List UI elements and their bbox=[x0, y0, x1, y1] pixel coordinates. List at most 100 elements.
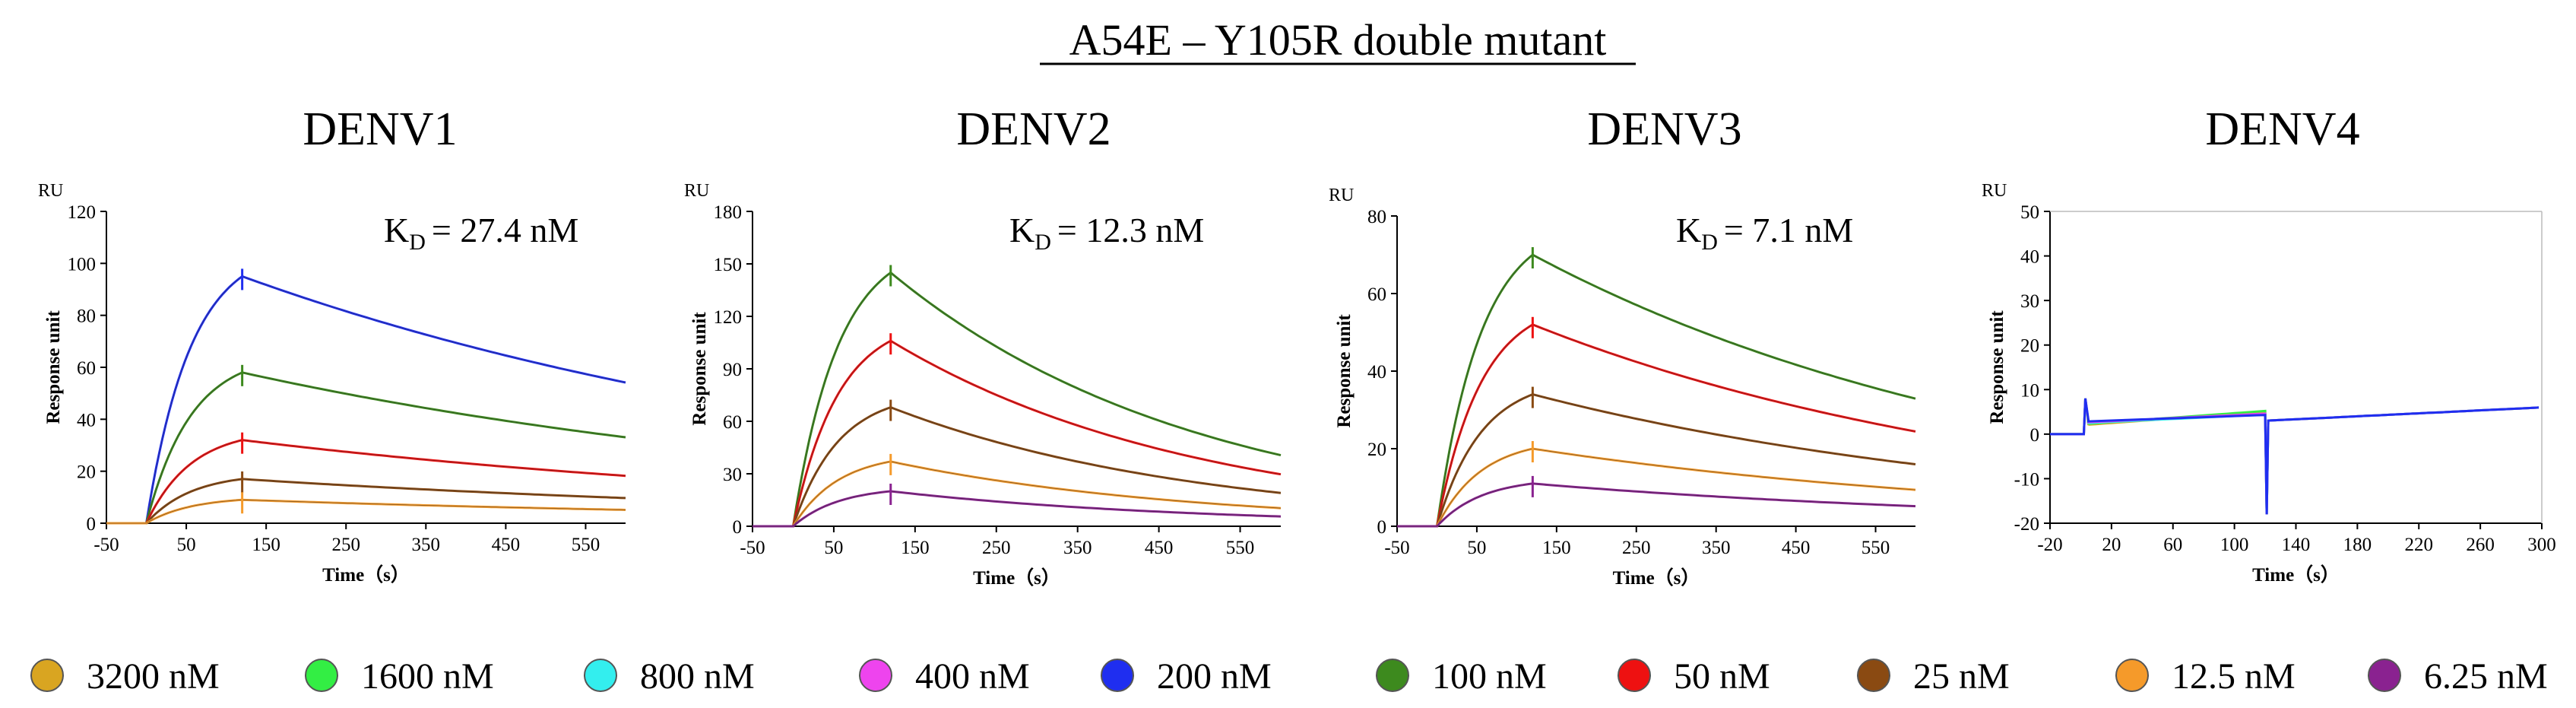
series-line-800-nM bbox=[2050, 398, 2540, 515]
legend-label: 6.25 nM bbox=[2424, 656, 2548, 697]
legend-swatch bbox=[30, 659, 64, 692]
series-line-50-nM bbox=[1397, 323, 1916, 528]
x-tick-label: 50 bbox=[824, 538, 843, 558]
x-tick-label: -50 bbox=[1384, 538, 1409, 558]
panel-denv3: DENV3 RU 0 20 40 60 80 -50 50 150 250 350 450 550 Time… bbox=[1329, 103, 1916, 589]
legend-label: 100 nM bbox=[1432, 656, 1547, 697]
x-tick-label: 250 bbox=[982, 538, 1011, 558]
legend-label: 400 nM bbox=[915, 656, 1030, 697]
series-line-25-nM bbox=[753, 406, 1282, 528]
x-tick-label: 50 bbox=[1467, 538, 1486, 558]
y-tick-label: 100 bbox=[68, 254, 97, 275]
legend-swatch bbox=[305, 659, 338, 692]
unit-label: RU bbox=[684, 181, 709, 201]
x-axis-label: Time（s） bbox=[1613, 567, 1700, 589]
x-tick-label: 50 bbox=[177, 535, 196, 555]
x-tick-label: 300 bbox=[2527, 535, 2556, 555]
y-axis-label: Response unit bbox=[43, 310, 64, 424]
series-line-50-nM bbox=[106, 439, 626, 525]
legend-label: 200 nM bbox=[1157, 656, 1272, 697]
legend-label: 25 nM bbox=[1913, 656, 2010, 697]
x-tick-label: 350 bbox=[1063, 538, 1092, 558]
fit-line bbox=[106, 372, 626, 524]
x-tick-label: 180 bbox=[2343, 535, 2372, 555]
y-tick-label: 120 bbox=[68, 202, 97, 223]
series-line-12-5-nM bbox=[1397, 447, 1916, 528]
panel-title: DENV2 bbox=[956, 103, 1111, 155]
kd-prefix: K bbox=[384, 211, 409, 249]
legend-item: 50 nM bbox=[1618, 656, 1770, 697]
x-axis-label: Time（s） bbox=[2252, 564, 2340, 586]
series-line-100-nM bbox=[1397, 253, 1916, 528]
panel-title: DENV1 bbox=[303, 103, 457, 155]
y-tick-label: 40 bbox=[2020, 247, 2039, 268]
series-line-6-25-nM bbox=[753, 490, 1282, 528]
legend-swatch bbox=[1857, 659, 1890, 692]
y-axis-label: Response unit bbox=[1987, 310, 2007, 424]
panel-title: DENV4 bbox=[2205, 103, 2359, 155]
y-tick-label: 80 bbox=[77, 306, 96, 327]
kd-value: = 7.1 nM bbox=[1724, 211, 1853, 249]
x-tick-label: 350 bbox=[412, 535, 441, 555]
series-line-3200-nM bbox=[2050, 398, 2540, 515]
unit-label: RU bbox=[38, 181, 63, 201]
unit-label: RU bbox=[1982, 181, 2007, 201]
series-line-12-5-nM bbox=[753, 460, 1282, 528]
y-tick-label: 0 bbox=[2030, 425, 2040, 446]
x-tick-label: 100 bbox=[2220, 535, 2249, 555]
legend-label: 800 nM bbox=[640, 656, 755, 697]
kd-prefix: K bbox=[1009, 211, 1035, 249]
x-tick-label: 550 bbox=[1226, 538, 1255, 558]
y-tick-label: 10 bbox=[2020, 380, 2039, 401]
kd-value: = 12.3 nM bbox=[1057, 211, 1204, 249]
x-tick-label: -50 bbox=[740, 538, 765, 558]
y-tick-label: 30 bbox=[2020, 291, 2039, 312]
x-tick-label: 550 bbox=[1862, 538, 1890, 558]
x-tick-label: 250 bbox=[331, 535, 360, 555]
legend-item: 400 nM bbox=[859, 656, 1030, 697]
y-tick-label: 20 bbox=[1367, 440, 1386, 460]
panel-denv1: DENV1 RU 0 20 40 60 80 100 120 -50 50 150 250 350 450 5… bbox=[38, 103, 626, 586]
x-tick-label: 150 bbox=[252, 535, 280, 555]
y-tick-label: 0 bbox=[87, 514, 97, 535]
legend-label: 3200 nM bbox=[87, 656, 220, 697]
y-tick-label: 60 bbox=[77, 358, 96, 379]
series-line-400-nM bbox=[2050, 398, 2540, 515]
series-line-12-5-nM bbox=[106, 498, 626, 525]
kd-subscript: D bbox=[1701, 230, 1718, 255]
series-line-25-nM bbox=[106, 478, 626, 525]
legend-item: 25 nM bbox=[1857, 656, 2010, 697]
legend-item: 3200 nM bbox=[30, 656, 220, 697]
legend: 3200 nM 1600 nM 800 nM 400 nM 200 nM 100 nM 50… bbox=[30, 656, 2548, 697]
y-tick-label: 40 bbox=[1367, 362, 1386, 383]
series-line-200-nM bbox=[2050, 398, 2540, 515]
x-tick-label: 450 bbox=[1145, 538, 1174, 558]
legend-label: 1600 nM bbox=[361, 656, 494, 697]
y-tick-label: 20 bbox=[77, 462, 96, 483]
y-tick-label: 80 bbox=[1367, 207, 1386, 227]
fit-line bbox=[753, 407, 1282, 527]
y-tick-label: 150 bbox=[714, 255, 743, 275]
x-tick-label: -50 bbox=[93, 535, 119, 555]
y-tick-label: 60 bbox=[723, 412, 742, 433]
kd-prefix: K bbox=[1676, 211, 1701, 249]
y-tick-label: 30 bbox=[723, 465, 742, 485]
x-tick-label: 450 bbox=[1782, 538, 1811, 558]
y-tick-label: 60 bbox=[1367, 284, 1386, 305]
fit-line bbox=[1397, 483, 1916, 527]
y-tick-label: 50 bbox=[2020, 202, 2039, 223]
fit-line bbox=[106, 478, 626, 524]
x-tick-label: 60 bbox=[2163, 535, 2182, 555]
y-tick-label: 180 bbox=[714, 202, 743, 223]
panel-denv2: DENV2 RU 0 30 60 90 120 150 180 -50 50 150 250 350 450… bbox=[684, 103, 1282, 589]
legend-label: 50 nM bbox=[1674, 656, 1770, 697]
kd-subscript: D bbox=[409, 230, 426, 255]
x-tick-label: -20 bbox=[2037, 535, 2062, 555]
legend-swatch bbox=[584, 659, 617, 692]
fit-line bbox=[106, 440, 626, 524]
fit-line bbox=[1397, 394, 1916, 527]
x-tick-label: 150 bbox=[901, 538, 930, 558]
x-tick-label: 150 bbox=[1542, 538, 1571, 558]
kd-annotation: KD = 27.4 nM bbox=[384, 211, 578, 255]
